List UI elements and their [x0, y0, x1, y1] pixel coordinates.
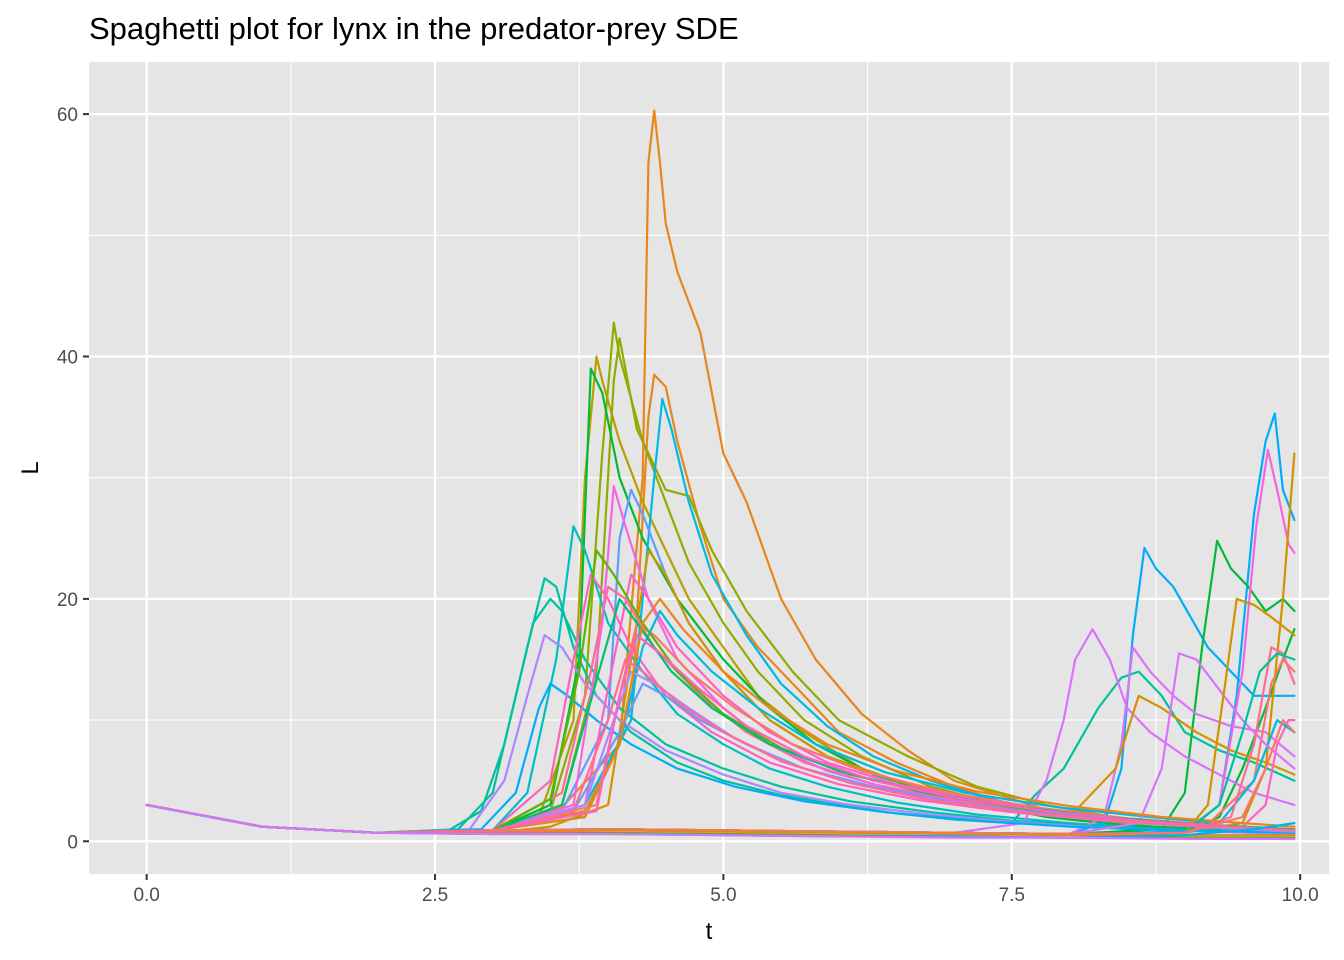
series-line-18	[145, 549, 1296, 834]
series-line-1	[145, 109, 1296, 836]
series-line-44	[145, 803, 1296, 841]
panel-background	[89, 62, 1329, 874]
series-line-20	[145, 597, 1296, 834]
axes: 0.0 2.5 5.0 7.5 10.0 0 20 40 60	[57, 105, 1319, 906]
series-line-8	[145, 577, 1296, 834]
series-line-40	[145, 658, 1296, 834]
x-tick-label: 5.0	[710, 885, 736, 906]
chart-title: Spaghetti plot for lynx in the predator-…	[89, 11, 739, 46]
y-tick-label: 60	[57, 105, 78, 126]
series-line-22	[145, 682, 1296, 834]
x-tick-label: 7.5	[999, 885, 1025, 906]
x-axis-title: t	[706, 918, 713, 945]
y-axis-title: L	[17, 461, 44, 474]
x-tick-label: 0.0	[133, 885, 159, 906]
x-tick-label: 10.0	[1282, 885, 1319, 906]
series-lines	[145, 109, 1296, 841]
y-tick-label: 0	[67, 832, 78, 853]
y-tick-label: 40	[57, 348, 78, 369]
y-tick-label: 20	[57, 590, 78, 611]
x-tick-label: 2.5	[422, 885, 448, 906]
